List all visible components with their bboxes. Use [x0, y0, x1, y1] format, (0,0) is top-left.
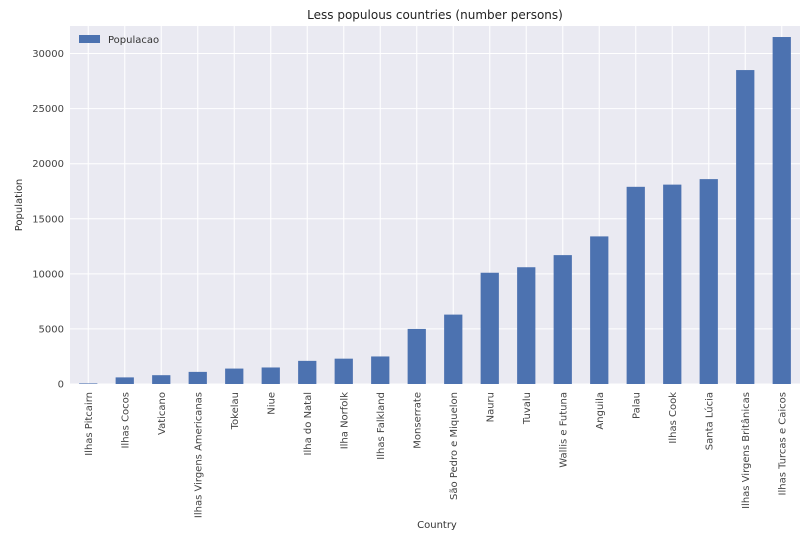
legend-swatch [79, 35, 100, 43]
y-tick-label: 25000 [32, 104, 64, 115]
y-axis-label: Population [14, 179, 25, 232]
bar [261, 367, 280, 384]
chart-title: Less populous countries (number persons) [307, 8, 563, 22]
x-tick-label: Niue [266, 392, 277, 415]
x-tick-label: Ilhas Cook [668, 392, 679, 444]
bar [590, 236, 609, 384]
x-axis-label: Country [417, 520, 457, 531]
x-tick-label: Vaticano [157, 392, 168, 435]
x-tick-label: Tokelau [230, 392, 241, 430]
bar [407, 328, 426, 384]
x-tick-label: Ilhas Pitcairn [84, 392, 95, 456]
bar [115, 377, 134, 384]
bar [553, 255, 572, 384]
x-axis-ticks: Ilhas Pitcairn Ilhas Cocos Vaticano Ilhas V… [84, 392, 789, 518]
x-tick-label: Ilhas Virgens Britânicas [740, 392, 752, 509]
bar [663, 184, 682, 384]
y-tick-label: 20000 [32, 159, 64, 170]
bar [736, 70, 755, 385]
x-tick-label: Ilhas Turcas e Caicos [777, 392, 788, 495]
x-tick-label: Tuvalu [522, 392, 533, 425]
bar [626, 186, 645, 384]
x-tick-label: Anguila [595, 392, 606, 430]
bar [371, 356, 390, 384]
y-tick-label: 15000 [32, 214, 64, 225]
x-tick-label: Ilhas Virgens Americanas [193, 392, 204, 518]
bar [152, 375, 171, 384]
plot-area [70, 26, 800, 384]
y-tick-label: 5000 [39, 324, 64, 335]
legend-label: Populacao [108, 35, 159, 46]
x-tick-label: Palau [631, 392, 642, 419]
y-tick-label: 0 [58, 380, 64, 391]
y-axis-ticks: 0 5000 10000 15000 20000 25000 30000 [32, 49, 64, 390]
bar [79, 383, 98, 384]
x-tick-label: Ilhas Cocos [120, 392, 131, 449]
y-tick-label: 30000 [32, 49, 64, 60]
bar [225, 368, 244, 384]
bar [334, 358, 353, 384]
bar [444, 314, 463, 384]
bar [517, 267, 536, 384]
bar [480, 272, 499, 384]
x-tick-label: Santa Lúcia [703, 392, 715, 450]
x-tick-label: Nauru [485, 392, 496, 422]
bars [79, 37, 791, 385]
bar [699, 179, 718, 384]
bar [188, 371, 207, 384]
x-tick-label: Ilha do Natal [303, 392, 314, 455]
bar [298, 360, 317, 384]
y-tick-label: 10000 [32, 269, 64, 280]
x-tick-label: Ilha Norfolk [339, 392, 350, 449]
x-tick-label: São Pedro e Miquelon [449, 392, 460, 500]
x-tick-label: Wallis e Futuna [558, 392, 569, 468]
bar [772, 37, 791, 385]
x-tick-label: Monserrate [412, 392, 423, 449]
x-tick-label: Ilhas Falkland [376, 392, 387, 460]
legend: Populacao [79, 35, 159, 46]
